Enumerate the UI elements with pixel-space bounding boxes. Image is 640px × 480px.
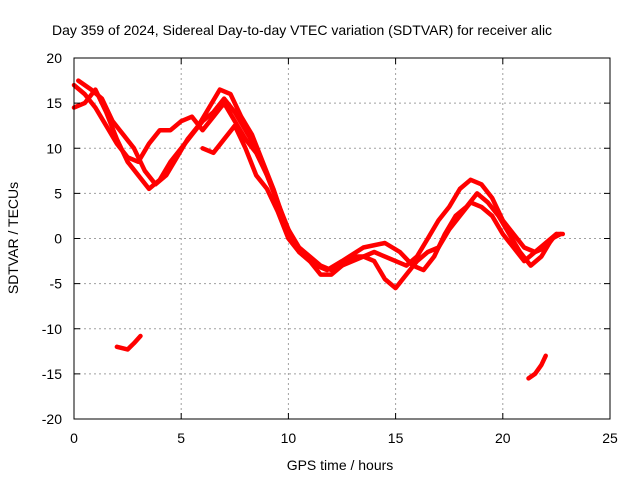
x-tick-label: 20 <box>495 430 511 446</box>
x-tick-label: 25 <box>602 430 618 446</box>
x-tick-label: 15 <box>388 430 404 446</box>
series-layer <box>71 78 566 381</box>
y-tick-label: 0 <box>54 231 62 247</box>
series-track-2 <box>71 87 559 273</box>
series-segment-b <box>526 353 548 381</box>
y-axis-label: SDTVAR / TECUs <box>5 182 21 294</box>
y-tick-label: 20 <box>46 50 62 66</box>
y-tick-label: 15 <box>46 95 62 111</box>
x-tick-label: 0 <box>70 430 78 446</box>
y-tick-label: -5 <box>50 276 63 292</box>
y-tick-label: -10 <box>42 321 62 337</box>
chart-title: Day 359 of 2024, Sidereal Day-to-day VTE… <box>52 22 552 38</box>
series-track-4 <box>200 123 313 264</box>
y-tick-label: 5 <box>54 185 62 201</box>
series-track-1 <box>71 82 566 291</box>
tick-layer: 0 5 10 15 20 25 -20 -15 -10 -5 0 5 10 15 20 <box>42 50 618 446</box>
series-track-3 <box>76 78 563 273</box>
x-axis-label: GPS time / hours <box>287 457 394 473</box>
y-tick-label: -20 <box>42 411 62 427</box>
y-tick-label: -15 <box>42 366 62 382</box>
x-tick-label: 5 <box>177 430 185 446</box>
x-tick-label: 10 <box>281 430 297 446</box>
grid-layer <box>74 58 610 419</box>
series-segment-a <box>114 333 143 352</box>
y-tick-label: 10 <box>46 140 62 156</box>
